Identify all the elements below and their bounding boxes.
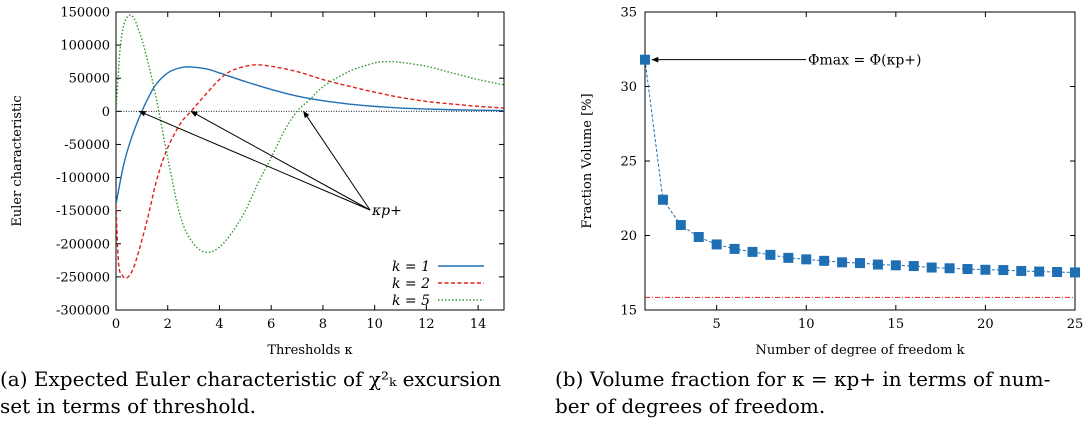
data-point: [980, 264, 991, 275]
y-tick-label: -150000: [56, 204, 110, 219]
y-tick-label: 25: [620, 155, 637, 170]
legend-label: k = 2: [392, 276, 430, 292]
y-tick-label: 20: [620, 229, 637, 244]
data-point: [962, 264, 973, 275]
x-tick-label: 2: [164, 317, 172, 332]
x-tick-label: 25: [1067, 317, 1084, 332]
y-tick-label: 150000: [60, 6, 110, 21]
y-tick-label: 35: [620, 6, 637, 21]
legend-label: k = 5: [392, 293, 430, 309]
x-tick-label: 6: [267, 317, 275, 332]
data-point: [729, 243, 740, 254]
data-point: [998, 265, 1009, 276]
x-tick-label: 8: [319, 317, 327, 332]
x-tick-label: 10: [366, 317, 383, 332]
x-axis-label: Number of degree of freedom k: [756, 343, 965, 358]
fraction-volume-chart: 5 10 15 20 25 15 20 25 30 35 Φmax = Φ(κp+) Number o…: [580, 6, 1083, 359]
data-point: [837, 257, 848, 268]
data-point: [908, 261, 919, 272]
annotation-arrow: [190, 110, 371, 211]
annotation-arrow: [303, 110, 371, 211]
x-tick-label: 12: [418, 317, 435, 332]
annotation-arrow: [138, 110, 371, 211]
x-tick-label: 15: [888, 317, 905, 332]
data-point: [1052, 267, 1063, 278]
y-tick-label: 30: [620, 80, 637, 95]
data-point: [711, 239, 722, 250]
y-tick-label: -250000: [56, 270, 110, 285]
series-group: [116, 14, 504, 280]
caption-a: (a) Expected Euler characteristic of χ²ₖ…: [0, 367, 501, 418]
data-point: [801, 254, 812, 265]
y-tick-label: -300000: [56, 304, 110, 319]
data-point: [890, 260, 901, 271]
annotation-label: κp+: [371, 203, 402, 219]
y-tick-label: 0: [102, 105, 110, 120]
data-point: [783, 252, 794, 263]
data-point: [819, 255, 830, 266]
y-tick-label: -100000: [56, 171, 110, 186]
data-point: [1034, 266, 1045, 277]
data-point: [765, 249, 776, 260]
y-tick-label: -50000: [64, 138, 110, 153]
data-point: [855, 258, 865, 269]
y-tick-label: 100000: [60, 39, 110, 54]
data-point: [747, 246, 758, 257]
euler-chart: 0 2 4 6 8 10 12 14 -300000 -250000 -200000 -150000 -…: [10, 6, 505, 358]
x-tick-label: 14: [470, 317, 487, 332]
y-tick-label: 50000: [69, 72, 110, 87]
data-point: [640, 54, 650, 65]
y-axis-label: Fraction Volume [%]: [580, 93, 595, 228]
legend-label: k = 1: [392, 259, 430, 275]
x-tick-label: 10: [798, 317, 815, 332]
data-point: [675, 220, 686, 231]
x-tick-label: 0: [112, 317, 120, 332]
series-group: [645, 59, 1075, 273]
data-point: [693, 231, 704, 242]
data-point: [1016, 265, 1027, 276]
plot-frame: [115, 11, 505, 311]
y-tick-label: 15: [620, 304, 637, 319]
x-axis-label: Thresholds κ: [267, 343, 352, 358]
data-point: [926, 262, 937, 273]
x-tick-label: 20: [977, 317, 994, 332]
data-point: [944, 263, 955, 274]
caption-b: (b) Volume fraction for κ = κp+ in terms…: [555, 367, 1051, 418]
x-tick-label: 5: [713, 317, 721, 332]
series-line-2: [116, 64, 504, 280]
data-point: [872, 259, 883, 270]
annotation-label: Φmax = Φ(κp+): [808, 53, 921, 69]
y-tick-label: -200000: [56, 237, 110, 252]
y-axis-label: Euler characteristic: [10, 95, 25, 226]
data-point: [1070, 267, 1080, 278]
series-line-3: [116, 14, 504, 254]
data-point: [657, 194, 668, 205]
series-line: [645, 59, 1075, 273]
x-tick-label: 4: [215, 317, 223, 332]
series-line-1: [116, 66, 504, 205]
